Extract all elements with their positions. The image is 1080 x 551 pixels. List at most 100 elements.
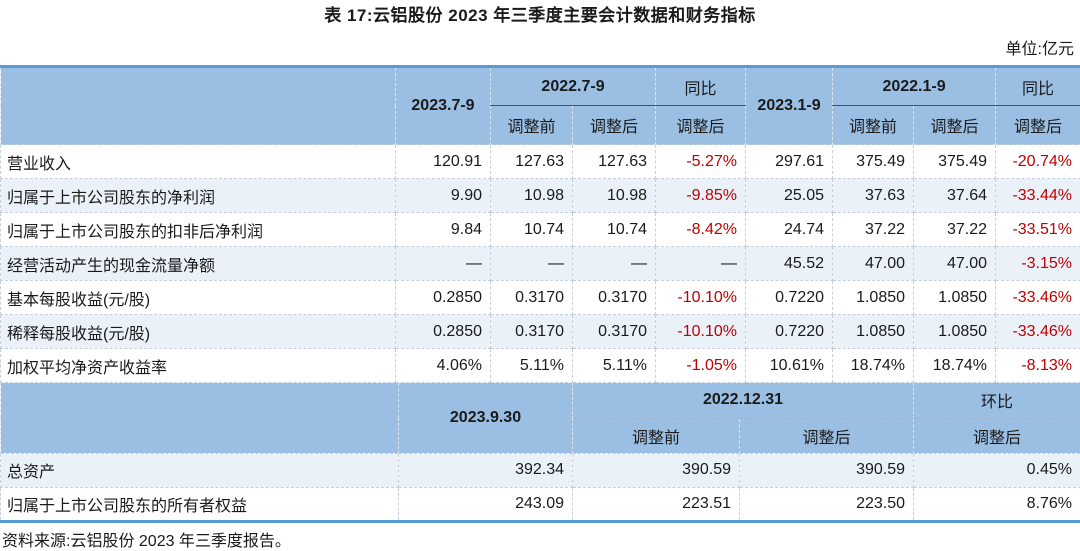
subheader-adj-after: 调整后: [573, 106, 656, 145]
value-cell: —: [656, 247, 746, 281]
subheader-adj-before: 调整前: [491, 106, 573, 145]
value-cell: -3.15%: [996, 247, 1080, 281]
value-cell: 392.34: [399, 453, 573, 487]
value-cell: 18.74%: [914, 349, 996, 383]
value-cell: 0.3170: [573, 315, 656, 349]
corner-cell: [1, 67, 396, 145]
value-cell: 9.90: [396, 179, 491, 213]
value-cell: 8.76%: [914, 487, 1080, 521]
value-cell: -8.42%: [656, 213, 746, 247]
header-group-yoy-quarter: 同比: [656, 67, 746, 106]
value-cell: 47.00: [914, 247, 996, 281]
header-2023-7-9: 2023.7-9: [396, 67, 491, 145]
value-cell: 10.98: [491, 179, 573, 213]
value-cell: 1.0850: [833, 281, 914, 315]
header-group-2022-12-31: 2022.12.31: [573, 383, 914, 418]
subheader-adj-after: 调整后: [996, 106, 1080, 145]
value-cell: -33.46%: [996, 281, 1080, 315]
header-group-mom: 环比: [914, 383, 1080, 418]
row-label: 归属于上市公司股东的扣非后净利润: [1, 213, 396, 247]
subheader-adj-before: 调整前: [573, 418, 740, 453]
value-cell: —: [396, 247, 491, 281]
value-cell: 0.2850: [396, 315, 491, 349]
value-cell: 223.50: [740, 487, 914, 521]
header-2023-1-9: 2023.1-9: [746, 67, 833, 145]
value-cell: -10.10%: [656, 281, 746, 315]
value-cell: 375.49: [914, 145, 996, 179]
corner-cell: [1, 383, 399, 453]
value-cell: -8.13%: [996, 349, 1080, 383]
value-cell: 10.74: [491, 213, 573, 247]
value-cell: 5.11%: [573, 349, 656, 383]
value-cell: 9.84: [396, 213, 491, 247]
row-label: 稀释每股收益(元/股): [1, 315, 396, 349]
value-cell: 0.7220: [746, 315, 833, 349]
value-cell: 375.49: [833, 145, 914, 179]
subheader-adj-before: 调整前: [833, 106, 914, 145]
source-note: 资料来源:云铝股份 2023 年三季度报告。: [2, 527, 1080, 551]
table-title: 表 17:云铝股份 2023 年三季度主要会计数据和财务指标: [0, 0, 1080, 27]
value-cell: 45.52: [746, 247, 833, 281]
value-cell: 25.05: [746, 179, 833, 213]
value-cell: 10.61%: [746, 349, 833, 383]
value-cell: -5.27%: [656, 145, 746, 179]
value-cell: —: [573, 247, 656, 281]
value-cell: -20.74%: [996, 145, 1080, 179]
value-cell: -9.85%: [656, 179, 746, 213]
value-cell: 297.61: [746, 145, 833, 179]
value-cell: 37.22: [914, 213, 996, 247]
subheader-adj-after: 调整后: [740, 418, 914, 453]
value-cell: 120.91: [396, 145, 491, 179]
value-cell: -10.10%: [656, 315, 746, 349]
value-cell: —: [491, 247, 573, 281]
value-cell: 127.63: [491, 145, 573, 179]
subheader-adj-after: 调整后: [914, 418, 1080, 453]
value-cell: 0.45%: [914, 453, 1080, 487]
value-cell: 10.98: [573, 179, 656, 213]
value-cell: -33.44%: [996, 179, 1080, 213]
unit-label: 单位:亿元: [0, 35, 1074, 59]
value-cell: 37.63: [833, 179, 914, 213]
value-cell: 243.09: [399, 487, 573, 521]
row-label: 营业收入: [1, 145, 396, 179]
row-label: 归属于上市公司股东的所有者权益: [1, 487, 399, 521]
header-group-yoy-ytd: 同比: [996, 67, 1080, 106]
value-cell: 10.74: [573, 213, 656, 247]
header-group-2022-7-9: 2022.7-9: [491, 67, 656, 106]
row-label: 总资产: [1, 453, 399, 487]
value-cell: 390.59: [740, 453, 914, 487]
value-cell: 1.0850: [833, 315, 914, 349]
value-cell: 0.3170: [573, 281, 656, 315]
value-cell: 0.3170: [491, 315, 573, 349]
value-cell: -1.05%: [656, 349, 746, 383]
value-cell: -33.51%: [996, 213, 1080, 247]
value-cell: 24.74: [746, 213, 833, 247]
subheader-adj-after: 调整后: [914, 106, 996, 145]
value-cell: 5.11%: [491, 349, 573, 383]
header-2023-9-30: 2023.9.30: [399, 383, 573, 453]
value-cell: 0.7220: [746, 281, 833, 315]
value-cell: 223.51: [573, 487, 740, 521]
row-label: 归属于上市公司股东的净利润: [1, 179, 396, 213]
value-cell: 390.59: [573, 453, 740, 487]
value-cell: 1.0850: [914, 281, 996, 315]
subheader-adj-after: 调整后: [656, 106, 746, 145]
value-cell: 0.2850: [396, 281, 491, 315]
value-cell: -33.46%: [996, 315, 1080, 349]
value-cell: 127.63: [573, 145, 656, 179]
header-group-2022-1-9: 2022.1-9: [833, 67, 996, 106]
row-label: 经营活动产生的现金流量净额: [1, 247, 396, 281]
value-cell: 37.22: [833, 213, 914, 247]
value-cell: 0.3170: [491, 281, 573, 315]
financial-table-quarterly: 2023.7-9 2022.7-9 同比 2023.1-9 2022.1-9 同…: [0, 65, 1080, 383]
